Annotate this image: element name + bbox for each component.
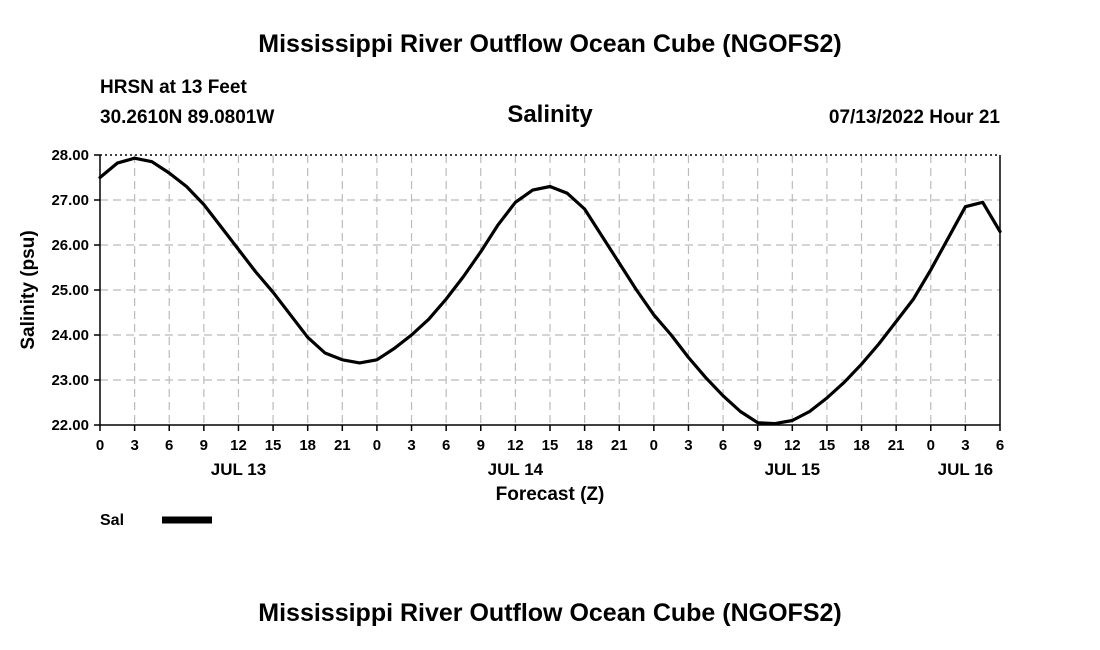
x-tick-label: 18 — [576, 437, 593, 454]
axes: 0 3 6 9 12 15 18 21 0 3 6 9 12 15 18 21 0 3 6 9 12 15 18 21 0 3 6 2… — [18, 147, 1004, 505]
series-layer — [98, 156, 1002, 426]
day-label: JUL 16 — [938, 460, 993, 479]
page-title-bottom: Mississippi River Outflow Ocean Cube (NG… — [258, 599, 842, 627]
y-tick-label: 25.00 — [51, 282, 89, 299]
x-tick-label: 3 — [130, 437, 138, 454]
chart-title: Salinity — [507, 101, 593, 128]
y-tick-label: 28.00 — [51, 147, 89, 164]
coordinates-label: 30.2610N 89.0801W — [100, 107, 275, 128]
series-line-sal — [98, 156, 1002, 426]
y-axis-label: Salinity (psu) — [18, 230, 39, 349]
x-tick-label: 0 — [373, 437, 381, 454]
x-tick-label: 15 — [819, 437, 836, 454]
x-tick-label: 21 — [888, 437, 905, 454]
x-tick-label: 15 — [542, 437, 559, 454]
x-tick-label: 0 — [927, 437, 935, 454]
x-tick-label: 15 — [265, 437, 282, 454]
grid — [100, 154, 1000, 425]
x-tick-label: 9 — [754, 437, 762, 454]
x-tick-label: 12 — [507, 437, 524, 454]
x-tick-label: 21 — [334, 437, 351, 454]
x-tick-label: 3 — [961, 437, 969, 454]
station-label: HRSN at 13 Feet — [100, 77, 247, 98]
day-label: JUL 14 — [488, 460, 544, 479]
y-tick-label: 27.00 — [51, 192, 89, 209]
x-tick-label: 6 — [165, 437, 173, 454]
x-tick-label: 12 — [784, 437, 801, 454]
x-tick-label: 21 — [611, 437, 628, 454]
y-tick-label: 24.00 — [51, 327, 89, 344]
legend: Sal — [100, 512, 212, 529]
day-label: JUL 15 — [765, 460, 820, 479]
x-tick-label: 3 — [684, 437, 692, 454]
x-tick-label: 18 — [299, 437, 316, 454]
day-label: JUL 13 — [211, 460, 266, 479]
legend-label: Sal — [100, 512, 124, 529]
x-tick-label: 0 — [96, 437, 104, 454]
x-tick-label: 6 — [996, 437, 1004, 454]
y-tick-label: 26.00 — [51, 237, 89, 254]
y-tick-label: 23.00 — [51, 372, 89, 389]
x-tick-label: 6 — [442, 437, 450, 454]
page-title: Mississippi River Outflow Ocean Cube (NG… — [258, 30, 842, 58]
y-tick-label: 22.00 — [51, 417, 89, 434]
x-tick-label: 3 — [407, 437, 415, 454]
x-tick-label: 9 — [477, 437, 485, 454]
x-tick-label: 9 — [200, 437, 208, 454]
x-tick-label: 18 — [853, 437, 870, 454]
x-tick-label: 0 — [650, 437, 658, 454]
x-tick-label: 6 — [719, 437, 727, 454]
x-axis-label: Forecast (Z) — [496, 484, 605, 505]
datetime-label: 07/13/2022 Hour 21 — [828, 107, 1000, 128]
x-tick-label: 12 — [230, 437, 247, 454]
